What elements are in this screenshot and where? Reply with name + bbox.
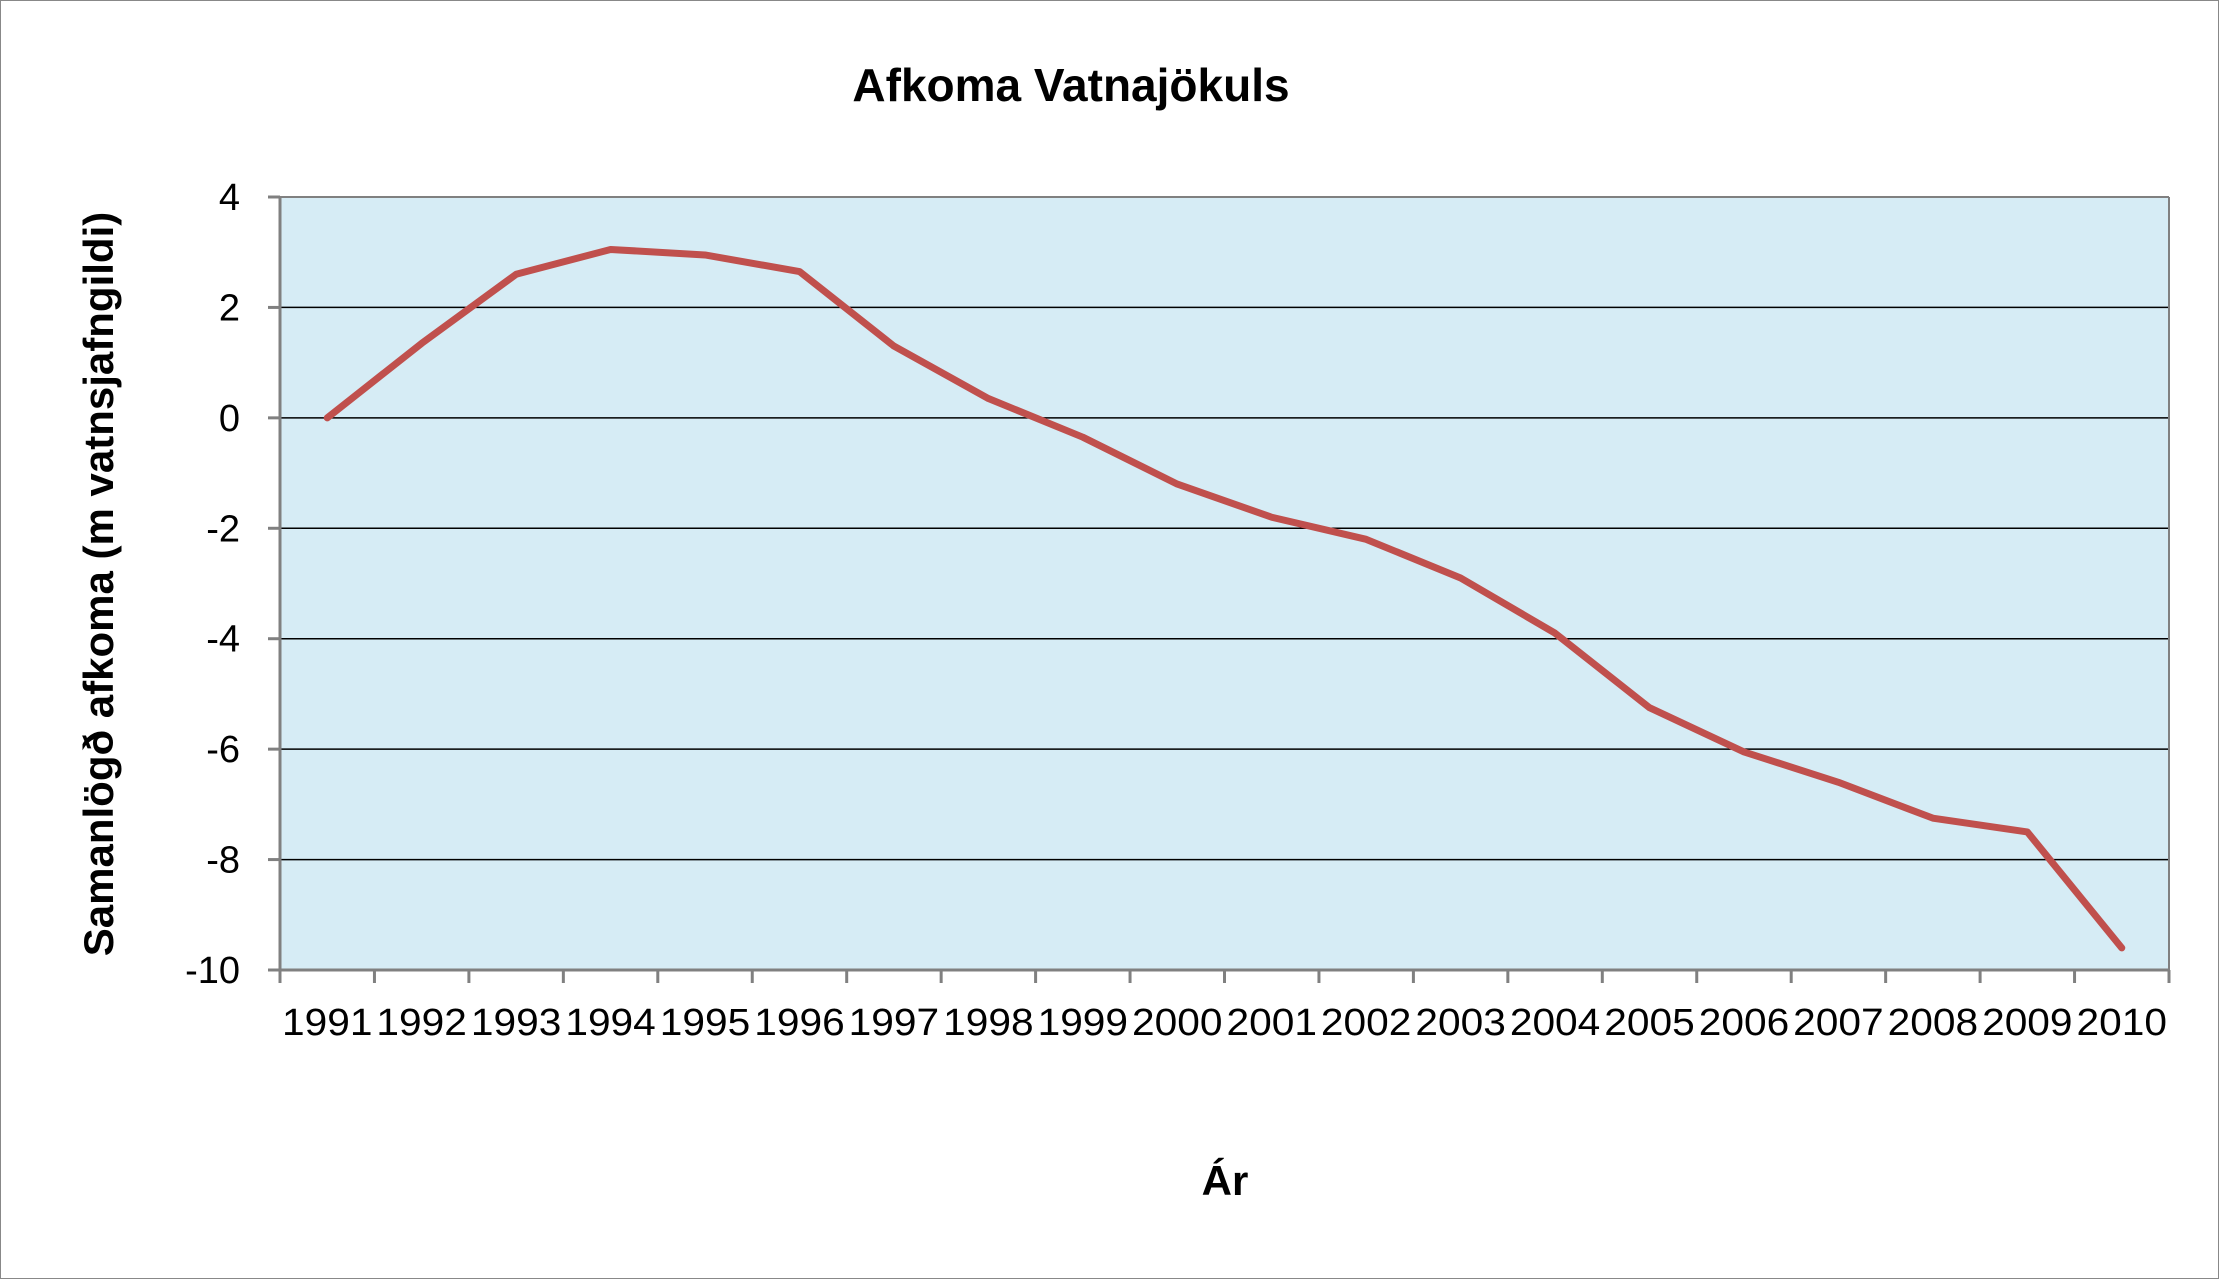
data-point: [607, 246, 614, 253]
data-point: [1835, 779, 1842, 786]
x-tick-label: 2004: [1510, 1002, 1600, 1044]
data-point: [324, 414, 331, 421]
x-tick-label: 2002: [1321, 1002, 1411, 1044]
x-tick-label: 1991: [282, 1002, 372, 1044]
x-tick-label: 2010: [2077, 1002, 2167, 1044]
data-point: [702, 251, 709, 258]
chart-title: Afkoma Vatnajökuls: [852, 59, 1289, 111]
y-tick-labels: 4 2 0 -2 -4 -6 -8 -10: [185, 177, 240, 992]
x-tick-label: 2009: [1982, 1002, 2072, 1044]
data-point: [1268, 514, 1275, 521]
data-point: [1552, 630, 1559, 637]
data-point: [513, 271, 520, 278]
x-tick-label: 1996: [754, 1002, 844, 1044]
gridlines: [280, 196, 2169, 861]
data-point: [1929, 815, 1936, 822]
x-tick-label: 1994: [565, 1002, 655, 1044]
y-tick-label: 0: [219, 398, 240, 440]
x-tick-label: 1997: [849, 1002, 939, 1044]
data-point: [1174, 481, 1181, 488]
data-point: [1740, 748, 1747, 755]
data-point: [1079, 434, 1086, 441]
data-point: [985, 395, 992, 402]
series-line: [323, 245, 2126, 952]
x-tick-label: 2005: [1604, 1002, 1694, 1044]
y-axis-title: Samanlögð afkoma (m vatnsjafngildi): [75, 212, 122, 956]
data-point: [796, 268, 803, 275]
x-tick-label: 2006: [1699, 1002, 1789, 1044]
y-tick-label: -8: [206, 840, 240, 882]
x-tick-label: 2000: [1132, 1002, 1222, 1044]
x-tick-label: 2008: [1888, 1002, 1978, 1044]
x-tick-label: 2007: [1793, 1002, 1883, 1044]
y-tick-label: 2: [219, 287, 240, 329]
x-tick-label: 2001: [1227, 1002, 1317, 1044]
series: [323, 245, 2126, 952]
data-point: [890, 343, 897, 350]
x-tick-label: 1999: [1038, 1002, 1128, 1044]
data-point: [1363, 536, 1370, 543]
y-tick-label: -6: [206, 729, 240, 771]
data-point: [418, 340, 425, 347]
data-point: [2024, 828, 2031, 835]
x-tick-label: 1993: [471, 1002, 561, 1044]
y-tick-label: 4: [219, 177, 240, 219]
x-tick-label: 1992: [376, 1002, 466, 1044]
x-axis-title: Ár: [1202, 1157, 1249, 1204]
data-point: [2118, 944, 2125, 951]
data-point: [1457, 574, 1464, 581]
x-tick-label: 1995: [660, 1002, 750, 1044]
y-tick-label: -2: [206, 508, 240, 550]
axes: [268, 195, 2171, 983]
x-tick-label: 1998: [943, 1002, 1033, 1044]
y-tick-label: -10: [185, 950, 240, 992]
x-tick-labels: 1991 1992 1993 1994 1995 1996 1997 1998 1999 2000…: [282, 1002, 2167, 1044]
plot-area: [280, 197, 2169, 970]
data-point: [1646, 704, 1653, 711]
x-tick-label: 2003: [1415, 1002, 1505, 1044]
y-tick-label: -4: [206, 619, 240, 661]
